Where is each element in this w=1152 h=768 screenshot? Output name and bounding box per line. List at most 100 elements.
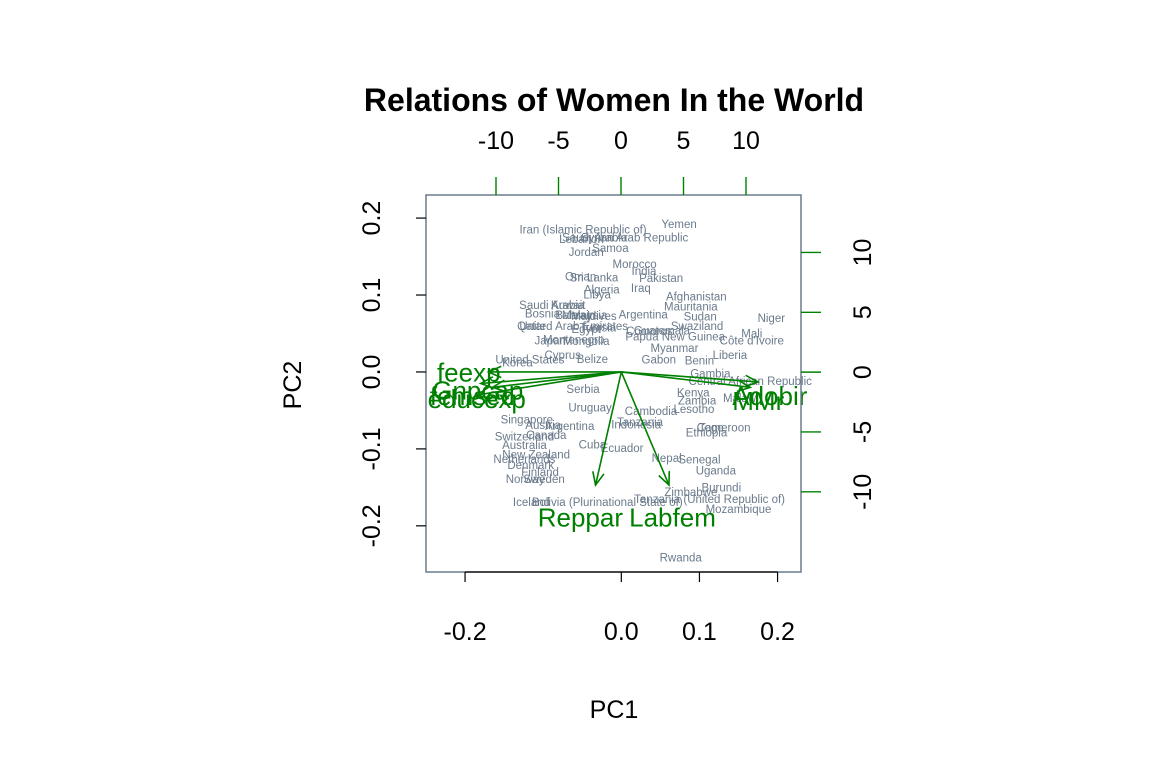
country-label: Belize (577, 354, 608, 366)
right-tick-label: 5 (849, 305, 877, 319)
right-tick-label: 10 (849, 239, 877, 267)
country-label: Saudi Arabia (519, 300, 585, 312)
country-label: Iceland (513, 497, 550, 509)
variable-arrowhead (744, 374, 760, 388)
country-label: Syrian Arab Republic (581, 232, 689, 244)
country-label: Mauritania (664, 302, 718, 314)
country-label: Cambodia (625, 406, 678, 418)
country-label: Kenya (677, 388, 710, 400)
country-label: Togo (699, 422, 724, 434)
country-label: Libya (583, 289, 611, 301)
country-label: Comoros (626, 326, 673, 338)
country-label: Bahrain (555, 310, 595, 322)
variable-arrow (594, 371, 623, 486)
country-label: Austria (525, 420, 561, 432)
country-label: Benin (685, 355, 714, 367)
country-label: Kuwait (551, 300, 586, 312)
right-tick-label: -5 (849, 421, 877, 443)
country-label: Norway (506, 474, 545, 486)
country-label: Papua New Guinea (625, 332, 725, 344)
x-tick-label: -0.2 (444, 618, 487, 646)
country-label: Guatemala (634, 325, 691, 337)
country-label: Australia (502, 440, 547, 452)
country-label: Uruguay (568, 402, 612, 414)
country-label: Sri Lanka (570, 272, 619, 284)
country-label: Switzerland (495, 432, 554, 444)
variable-arrow (621, 371, 759, 383)
country-label: Korea (502, 358, 533, 370)
variable-arrowhead (592, 471, 605, 487)
variable-label: Adobir (732, 381, 807, 411)
variable-arrowhead (490, 379, 507, 393)
country-label: Bosnia (525, 308, 561, 320)
country-label: Morocco (613, 259, 657, 271)
country-label: Sweden (523, 474, 565, 486)
country-label: Serbia (566, 384, 600, 396)
country-label: Cyprus (545, 350, 582, 362)
variable-arrow (480, 371, 622, 385)
country-label: Malaysia (562, 310, 608, 322)
country-label: Liberia (713, 350, 748, 362)
country-label: Iraq (631, 283, 651, 295)
variable-arrows (474, 365, 760, 487)
country-label: Swaziland (671, 321, 723, 333)
y-tick-label: 0.1 (358, 278, 386, 313)
country-label: United States (495, 355, 564, 367)
country-label: Ecuador (601, 443, 644, 455)
country-label: Saudi Arabia (562, 232, 628, 244)
country-label: Niger (758, 313, 786, 325)
variable-arrow (620, 371, 670, 486)
country-label: Ethiopia (686, 428, 728, 440)
country-label: Tanzania (United Republic of) (634, 494, 785, 506)
country-label: Japan (535, 335, 566, 347)
country-label: Montenegro (543, 335, 604, 347)
right-axis: -10 -5 0 5 10 (801, 239, 877, 510)
country-label: Oman (565, 272, 596, 284)
country-label: Burundi (701, 482, 741, 494)
country-label: Tanzania (617, 417, 664, 429)
country-label: United Arab Emirates (519, 321, 628, 333)
x-axis-label: PC1 (590, 696, 639, 724)
country-label: Samoa (592, 243, 629, 255)
variable-label: educexp (428, 384, 526, 414)
country-label: Iran (Islamic Republic of) (519, 225, 646, 237)
x-tick-label: 0.0 (604, 618, 639, 646)
country-label: Algeria (584, 285, 620, 297)
left-axis: -0.2 -0.1 0.0 0.1 0.2 (358, 201, 426, 547)
country-label: Mali (741, 328, 762, 340)
country-label: Finland (521, 467, 559, 479)
country-label: Mongolia (563, 336, 610, 348)
country-label: Pakistan (639, 273, 683, 285)
country-label: Denmark (507, 460, 554, 472)
country-label: Argentina (619, 309, 669, 321)
variable-label: Labfem (629, 502, 716, 532)
variable-arrow (621, 371, 751, 389)
top-axis: -10 -5 0 5 10 (478, 127, 760, 195)
variable-arrowhead (474, 386, 491, 400)
country-label: Lesotho (674, 404, 715, 416)
country-label: Zambia (678, 395, 717, 407)
bottom-axis: -0.2 0.0 0.1 0.2 (444, 571, 795, 646)
variable-arrowhead (478, 376, 495, 389)
country-label: Mozambique (706, 504, 772, 516)
y-tick-label: 0.0 (358, 355, 386, 390)
country-label: New Zealand (502, 449, 570, 461)
country-label: Malawi (723, 393, 759, 405)
country-label: Lebanon (559, 234, 604, 246)
country-label: Uganda (696, 465, 737, 477)
variable-arrow (492, 371, 622, 389)
country-label: Gabon (642, 355, 677, 367)
country-label: Sudan (684, 312, 717, 324)
country-label: Netherlands (493, 454, 555, 466)
country-label: Zimbabwe (664, 487, 717, 499)
x-tick-label: 0.2 (760, 618, 795, 646)
variable-label: Gnpcap (432, 375, 523, 405)
variable-label: femsec (430, 381, 514, 411)
variable-label: MMr (732, 386, 784, 416)
top-tick-label: -5 (547, 127, 569, 155)
right-tick-label: -10 (849, 474, 877, 510)
country-label: Argentina (545, 421, 595, 433)
chart-title: Relations of Women In the World (364, 82, 864, 118)
variable-arrowhead (486, 365, 502, 379)
